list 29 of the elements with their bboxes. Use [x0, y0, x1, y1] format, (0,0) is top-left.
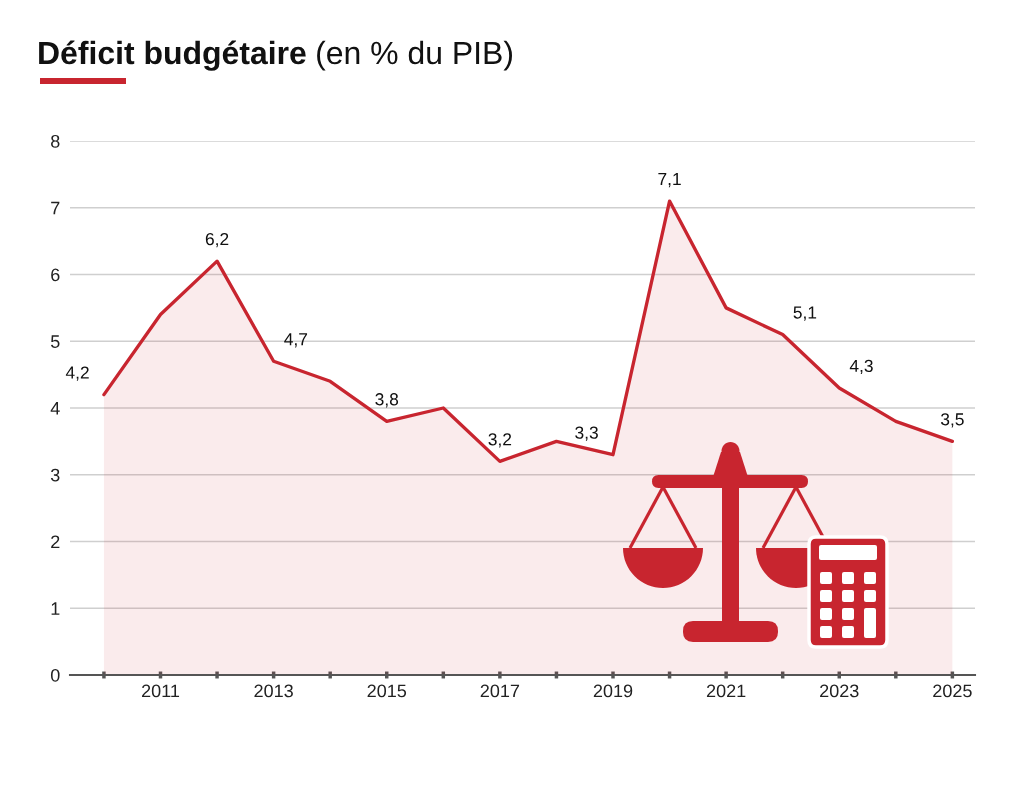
- chart-title: Déficit budgétaire: [39, 40, 306, 71]
- x-tick-label: 2015: [367, 684, 407, 698]
- chart-subtitle: (en % du PIB): [317, 40, 512, 71]
- y-tick-label: 0: [50, 668, 60, 682]
- x-tick-label: 2013: [254, 684, 293, 698]
- x-tick-label: 2021: [706, 684, 746, 698]
- y-tick-label: 2: [51, 535, 60, 549]
- y-tick-label: 1: [51, 602, 60, 615]
- data-label: 7,1: [658, 173, 681, 188]
- y-tick-label: 3: [50, 468, 60, 482]
- x-tick-label: 2025: [933, 684, 972, 698]
- data-label: 6,2: [205, 232, 229, 248]
- x-tick-label: 2019: [593, 684, 633, 698]
- y-tick-label: 8: [51, 134, 60, 148]
- y-tick-label: 7: [51, 201, 60, 215]
- x-tick-label: 2017: [480, 684, 520, 698]
- data-label: 4,2: [65, 366, 89, 381]
- data-label: 3,3: [575, 426, 598, 441]
- x-tick-label: 2023: [820, 684, 859, 698]
- y-tick-label: 6: [51, 268, 60, 282]
- data-label: 3,2: [488, 433, 512, 448]
- data-label: 3,8: [375, 393, 399, 408]
- data-label: 3,5: [940, 413, 964, 428]
- data-label: 4,7: [284, 333, 308, 348]
- y-tick-label: 4: [50, 402, 60, 415]
- data-label: 4,3: [849, 359, 873, 375]
- data-label: 5,1: [793, 306, 817, 321]
- y-tick-label: 5: [50, 335, 60, 348]
- x-tick-label: 2011: [141, 684, 180, 698]
